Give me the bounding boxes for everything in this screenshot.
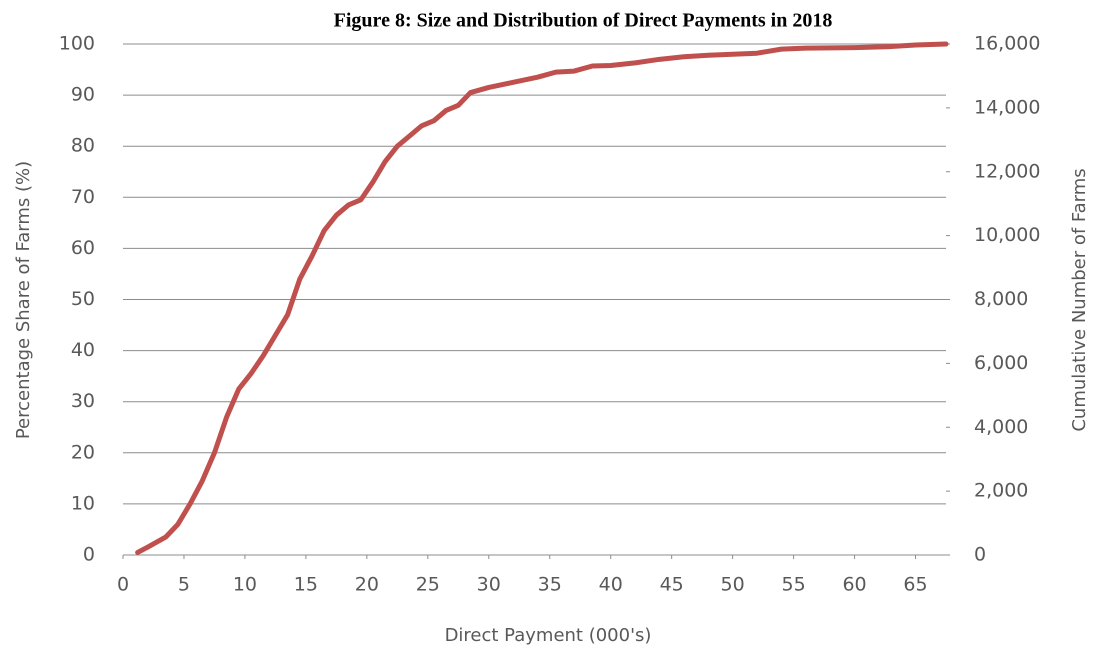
y2-tick-label: 0 — [974, 544, 986, 566]
x-tick-label: 20 — [355, 574, 379, 596]
y2-tick-label: 10,000 — [974, 224, 1040, 246]
y-tick-label: 30 — [71, 390, 95, 412]
y-tick-label: 70 — [71, 186, 95, 208]
y-axis-title: Percentage Share of Farms (%) — [13, 161, 34, 439]
y2-tick-label: 12,000 — [974, 160, 1040, 182]
y-tick-label: 50 — [71, 288, 95, 310]
y2-tick-label: 4,000 — [974, 416, 1028, 438]
chart-title: Figure 8: Size and Distribution of Direc… — [334, 10, 833, 32]
x-tick-label: 30 — [477, 574, 501, 596]
y-tick-label: 100 — [59, 33, 95, 55]
x-tick-label: 15 — [294, 574, 318, 596]
x-tick-label: 45 — [660, 574, 684, 596]
y2-axis-title: Cumulative Number of Farms — [1069, 168, 1090, 431]
y2-tick-label: 6,000 — [974, 352, 1028, 374]
y2-tick-label: 2,000 — [974, 480, 1028, 502]
y-tick-label: 20 — [71, 441, 95, 463]
y-tick-label: 80 — [71, 135, 95, 157]
x-tick-label: 55 — [781, 574, 805, 596]
x-tick-label: 10 — [233, 574, 257, 596]
data-line — [135, 41, 949, 555]
y-tick-label: 60 — [71, 237, 95, 259]
y2-tick-label: 16,000 — [974, 33, 1040, 55]
y2-tick-label: 14,000 — [974, 96, 1040, 118]
x-tick-label: 50 — [721, 574, 745, 596]
x-tick-label: 5 — [178, 574, 190, 596]
y2-tick-label: 8,000 — [974, 288, 1028, 310]
x-tick-label: 65 — [903, 574, 927, 596]
x-tick-label: 60 — [842, 574, 866, 596]
x-tick-label: 35 — [538, 574, 562, 596]
x-tick-label: 25 — [416, 574, 440, 596]
y-tick-label: 90 — [71, 84, 95, 106]
x-axis-title: Direct Payment (000's) — [445, 625, 652, 646]
x-tick-label: 40 — [599, 574, 623, 596]
y-tick-label: 40 — [71, 339, 95, 361]
y-tick-label: 0 — [83, 544, 95, 566]
x-tick-label: 0 — [117, 574, 129, 596]
y-tick-label: 10 — [71, 492, 95, 514]
